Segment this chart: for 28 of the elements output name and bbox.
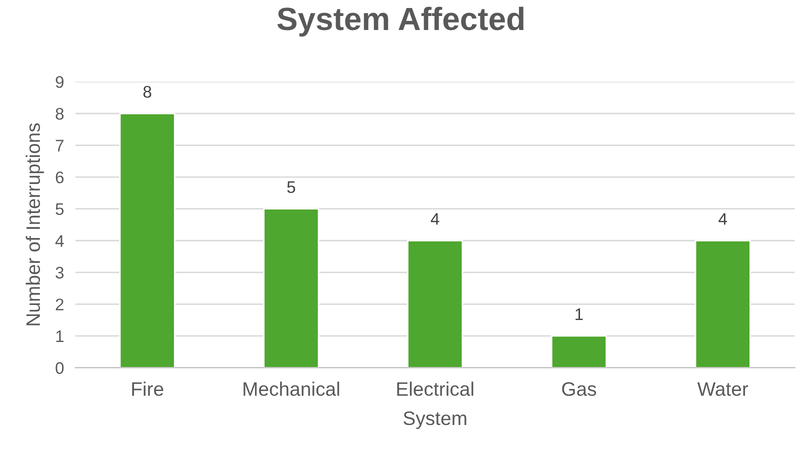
x-tick-label: Gas (562, 382, 596, 396)
y-tick-label: 0 (56, 362, 64, 374)
data-label: 1 (576, 308, 583, 320)
x-tick-label: Fire (132, 382, 164, 396)
y-tick-label: 6 (56, 171, 64, 184)
x-tick-label: Electrical (397, 382, 474, 396)
bar (119, 112, 176, 368)
bar (263, 208, 320, 368)
y-tick-label: 9 (56, 76, 64, 88)
y-tick-label: 8 (56, 108, 64, 120)
y-tick-label: 2 (56, 298, 64, 310)
x-tick-label: Mechanical (244, 382, 340, 396)
data-label: 8 (143, 86, 152, 98)
bar (694, 240, 751, 368)
bar (550, 335, 607, 368)
chart-title: System Affected (277, 6, 524, 37)
y-tick-label: 4 (55, 235, 64, 247)
data-label: 4 (718, 213, 727, 225)
y-axis-title: Number of Interruptions (26, 123, 44, 326)
x-tick-label: Water (697, 382, 748, 396)
y-tick-label: 5 (56, 203, 64, 216)
y-tick-label: 7 (56, 140, 64, 152)
data-label: 5 (287, 181, 296, 194)
y-tick-label: 3 (56, 266, 64, 279)
bar (407, 240, 464, 368)
data-label: 4 (430, 213, 440, 225)
y-tick-label: 1 (56, 330, 64, 342)
x-axis-title: System (404, 411, 466, 429)
